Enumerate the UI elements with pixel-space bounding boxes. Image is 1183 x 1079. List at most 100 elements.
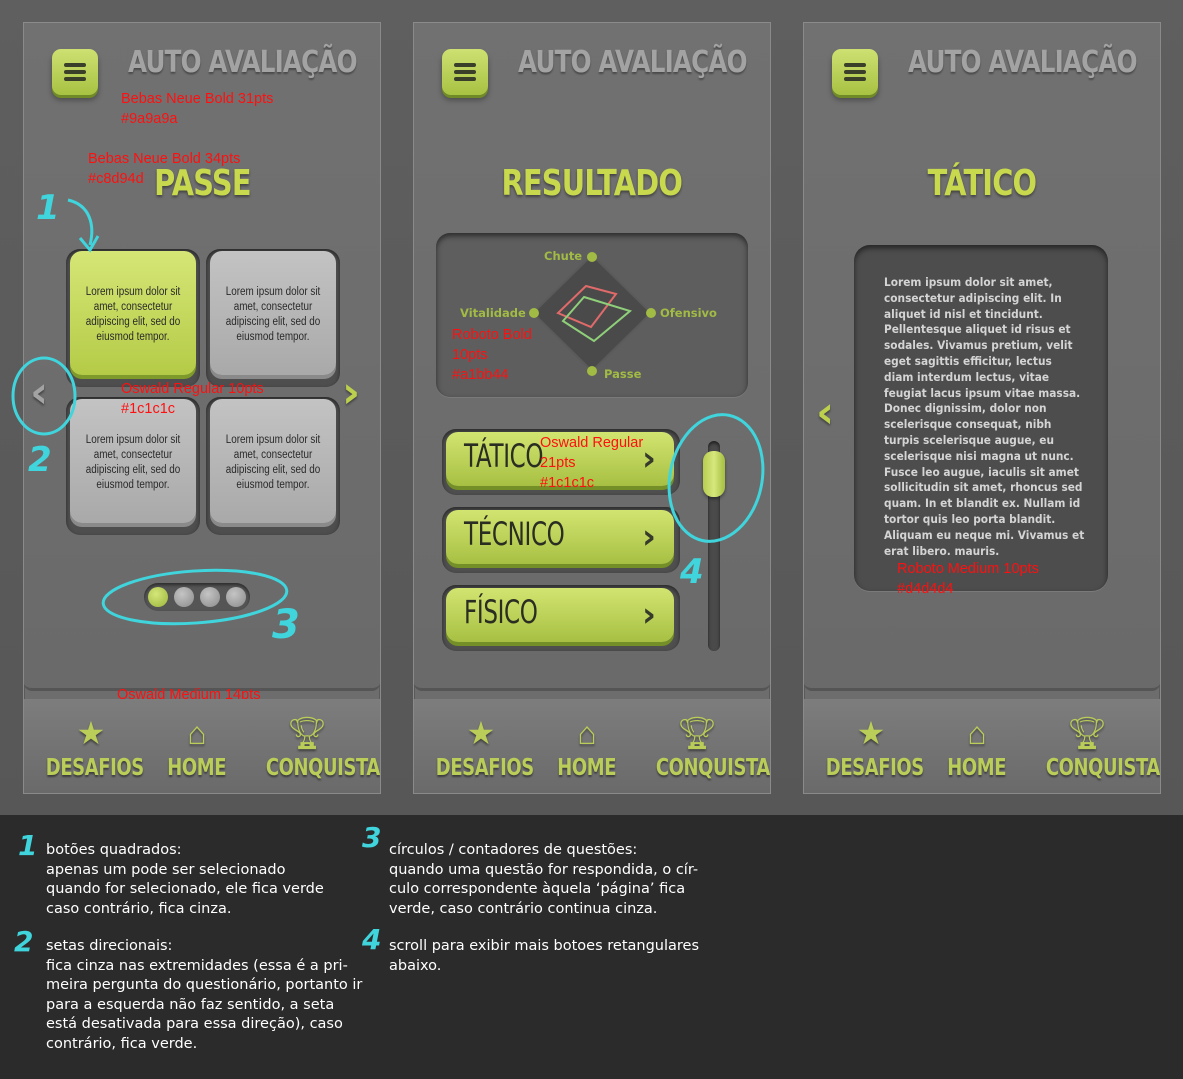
button-label: TÁTICO (464, 437, 544, 475)
description-card: Lorem ipsum dolor sit amet, consectetur … (854, 245, 1108, 591)
star-icon: ★ (856, 715, 886, 751)
answer-tile[interactable]: Lorem ipsum dolor sit amet, consectetur … (210, 251, 336, 375)
nav-label: DESAFIOS (825, 755, 924, 781)
nav-home[interactable]: ⌂ HOME (918, 699, 1036, 793)
radar-label-passe: Passe (604, 367, 642, 381)
nav-label: HOME (167, 755, 227, 781)
screen-content: AUTO AVALIAÇÃO PASSE Lorem ipsum dolor s… (24, 23, 380, 723)
trophy-icon: 🏆︎ (286, 715, 328, 751)
phone-screen-tatico: AUTO AVALIAÇÃO TÁTICO ‹ Lorem ipsum dolo… (803, 22, 1161, 794)
radar-background (531, 253, 653, 373)
question-counter (144, 583, 250, 611)
nav-desafios[interactable]: ★ DESAFIOS (812, 699, 930, 793)
note-number: 2 (14, 925, 34, 958)
note-text: botões quadrados: apenas um pode ser sel… (46, 842, 324, 917)
nav-conquistas[interactable]: 🏆︎ CONQUISTAS (1028, 699, 1160, 793)
nav-conquistas[interactable]: 🏆︎ CONQUISTAS (248, 699, 381, 793)
radar-chart-panel: Chute Ofensivo Passe Vitalidade (436, 233, 748, 397)
menu-icon-bar (844, 77, 866, 81)
nav-desafios[interactable]: ★ DESAFIOS (32, 699, 150, 793)
radar-axis-dot (587, 366, 597, 376)
button-well: FÍSICO › (442, 585, 680, 651)
button-well: TÉCNICO › (442, 507, 680, 573)
marker-number-4: 4 (680, 552, 704, 592)
button-label: TÉCNICO (464, 515, 565, 553)
section-title: TÁTICO (927, 163, 1037, 204)
section-title: RESULTADO (501, 163, 683, 204)
counter-dot (200, 587, 220, 607)
note-number: 1 (18, 829, 38, 862)
home-icon: ⌂ (967, 715, 987, 751)
marker-number-1: 1 (36, 188, 60, 228)
tile-well: Lorem ipsum dolor sit amet, consectetur … (206, 397, 340, 535)
marker-number-3: 3 (272, 602, 300, 648)
menu-icon-bar (64, 77, 86, 81)
star-icon: ★ (76, 715, 106, 751)
category-button-tatico[interactable]: TÁTICO › (446, 432, 674, 486)
section-title: PASSE (153, 163, 251, 204)
annotation-radar-font: Roboto Bold 10pts #a1bb44 (452, 327, 532, 383)
nav-home[interactable]: ⌂ HOME (138, 699, 256, 793)
note-text: círculos / contadores de questões: quand… (389, 842, 699, 917)
nav-label: HOME (947, 755, 1007, 781)
radar-axis-dot (587, 252, 597, 262)
app-title: AUTO AVALIAÇÃO (908, 45, 1138, 80)
tile-well: Lorem ipsum dolor sit amet, consectetur … (66, 249, 200, 387)
counter-dot (174, 587, 194, 607)
nav-label: CONQUISTAS (265, 755, 381, 781)
nav-home[interactable]: ⌂ HOME (528, 699, 646, 793)
scrollbar-thumb[interactable] (703, 451, 725, 497)
arrow-right[interactable]: › (342, 367, 361, 418)
trophy-icon: 🏆︎ (1066, 715, 1108, 751)
app-title: AUTO AVALIAÇÃO (128, 45, 358, 80)
menu-icon-bar (454, 63, 476, 67)
answer-tile-selected[interactable]: Lorem ipsum dolor sit amet, consectetur … (70, 251, 196, 375)
nav-label: CONQUISTAS (655, 755, 771, 781)
menu-button[interactable] (442, 49, 488, 95)
category-button-tecnico[interactable]: TÉCNICO › (446, 510, 674, 564)
annotation-section-font: Bebas Neue Bold 34pts #c8d94d (88, 151, 241, 187)
screen-content: AUTO AVALIAÇÃO RESULTADO Chute Ofensivo … (414, 23, 770, 691)
button-well: TÁTICO › (442, 429, 680, 495)
marker-number-2: 2 (28, 440, 52, 480)
counter-dot (226, 587, 246, 607)
radar-chart (529, 252, 656, 376)
answer-tile[interactable]: Lorem ipsum dolor sit amet, consectetur … (210, 399, 336, 523)
bottom-nav: ★ DESAFIOS ⌂ HOME 🏆︎ CONQUISTAS (414, 699, 770, 793)
menu-icon-bar (844, 63, 866, 67)
button-label: FÍSICO (464, 593, 538, 631)
menu-icon-bar (454, 70, 476, 74)
radar-series-red (556, 284, 618, 329)
home-icon: ⌂ (187, 715, 207, 751)
menu-icon-bar (454, 77, 476, 81)
arrow-left-disabled[interactable]: ‹ (30, 367, 49, 418)
radar-label-ofensivo: Ofensivo (660, 306, 717, 320)
arrow-left[interactable]: ‹ (816, 387, 835, 438)
menu-icon-bar (64, 70, 86, 74)
radar-label-chute: Chute (544, 249, 583, 263)
chevron-right-icon: › (641, 595, 656, 635)
home-icon: ⌂ (577, 715, 597, 751)
menu-icon-bar (844, 70, 866, 74)
radar-series-green (561, 295, 633, 343)
menu-icon-bar (64, 63, 86, 67)
phone-screen-resultado: AUTO AVALIAÇÃO RESULTADO Chute Ofensivo … (413, 22, 771, 794)
screen-content: AUTO AVALIAÇÃO TÁTICO ‹ Lorem ipsum dolo… (804, 23, 1160, 691)
nav-conquistas[interactable]: 🏆︎ CONQUISTAS (638, 699, 771, 793)
radar-label-vitalidade: Vitalidade (460, 306, 526, 320)
annotation-tile-font: Oswald Regular 10pts #1c1c1c (121, 381, 264, 417)
category-button-fisico[interactable]: FÍSICO › (446, 588, 674, 642)
annotation-title-font: Bebas Neue Bold 31pts #9a9a9a (121, 91, 274, 127)
nav-label: HOME (557, 755, 617, 781)
tile-well: Lorem ipsum dolor sit amet, consectetur … (66, 397, 200, 535)
note-text: setas direcionais: fica cinza nas extrem… (46, 938, 363, 1052)
menu-button[interactable] (832, 49, 878, 95)
counter-dot-active (148, 587, 168, 607)
chevron-right-icon: › (641, 439, 656, 479)
nav-desafios[interactable]: ★ DESAFIOS (422, 699, 540, 793)
answer-tile[interactable]: Lorem ipsum dolor sit amet, consectetur … (70, 399, 196, 523)
menu-button[interactable] (52, 49, 98, 95)
nav-label: DESAFIOS (45, 755, 144, 781)
nav-label: DESAFIOS (435, 755, 534, 781)
mockup-stage: AUTO AVALIAÇÃO PASSE Lorem ipsum dolor s… (0, 0, 1183, 815)
